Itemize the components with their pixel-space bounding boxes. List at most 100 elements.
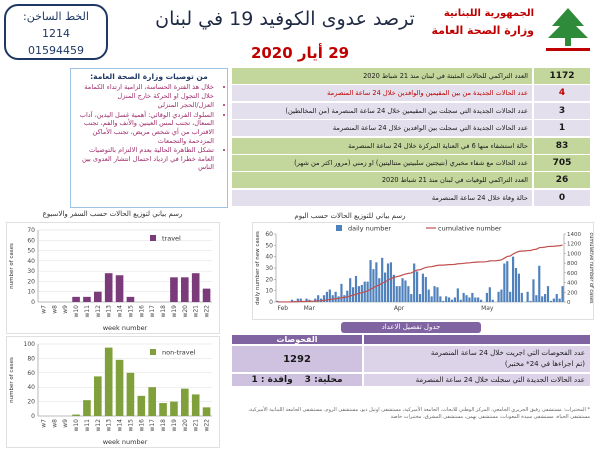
bar	[314, 298, 317, 302]
bar	[290, 299, 294, 302]
bar	[104, 347, 113, 416]
stats-value: 26	[534, 172, 590, 189]
x-tick-label: May	[481, 305, 494, 312]
y-tick-label: 70	[27, 227, 35, 234]
bar	[104, 273, 113, 302]
bar	[392, 274, 395, 302]
x-tick-label: w14	[117, 419, 124, 432]
bar	[544, 294, 547, 302]
stats-label: عدد الحالات الجديدة التي سجلت بين المقيم…	[232, 102, 532, 119]
page-date: 29 أيار 2020	[250, 44, 350, 62]
bar	[181, 277, 189, 302]
tests-label: عدد الحالات الجديدة التي سجلت خلال 24 سا…	[364, 374, 590, 386]
bar	[384, 272, 387, 302]
bar	[485, 292, 488, 302]
y2-tick-label: 800	[567, 261, 578, 267]
bar	[94, 291, 102, 302]
x-tick-label: w12	[95, 305, 102, 318]
bar	[334, 291, 337, 302]
local-count: محلية: 3	[304, 375, 343, 385]
stats-label: حالة وفاة خلال 24 ساعة المنصرمة	[232, 189, 532, 206]
legend-label: daily number	[348, 225, 391, 233]
x-tick-label: w9	[62, 419, 69, 428]
bar	[448, 297, 451, 302]
stats-row: 1172 العدد التراكمي للحالات المثبتة في لب…	[232, 68, 590, 84]
x-tick-label: w11	[84, 305, 91, 318]
bar	[381, 257, 384, 302]
x-tick-label: w19	[171, 305, 178, 318]
bar	[416, 271, 419, 302]
bar	[433, 286, 436, 302]
x-tick-label: w12	[95, 419, 102, 432]
bar	[538, 265, 541, 302]
recommendations-title: من توصيات وزارة الصحة العامة:	[90, 72, 208, 81]
ministry-line: وزارة الصحة العامة	[431, 24, 535, 37]
bar	[474, 297, 477, 302]
bar	[170, 277, 178, 302]
bar	[418, 294, 422, 302]
legend-swatch	[150, 349, 156, 355]
legend-swatch	[150, 235, 156, 241]
x-tick-label: w18	[160, 419, 167, 432]
x-tick-label: w11	[84, 419, 91, 432]
y2-tick-label: 1000	[567, 251, 581, 257]
stats-label: عدد الحالات الجديدة التي سجلت بين الوافد…	[232, 120, 532, 137]
x-tick-label: w10	[73, 419, 80, 432]
bar	[325, 291, 328, 302]
bar	[191, 394, 200, 416]
bar	[322, 295, 326, 302]
bar	[471, 292, 474, 302]
bar	[202, 407, 211, 416]
y-tick-label: 0	[269, 299, 273, 306]
stats-value: 1172	[534, 68, 590, 84]
chart: 0 10 20 30 40 50 60 70 w7 w8 w9 w10 w11 w12 w13 w14 w15 w…	[6, 222, 220, 334]
recommendations-box: من توصيات وزارة الصحة العامة: خلال هذ ال…	[70, 68, 228, 208]
x-tick-label: w17	[149, 419, 156, 432]
bar	[181, 388, 189, 416]
recommendation-item: خلال هذ الفترة الحساسة، الزامية ارتداء ا…	[75, 83, 214, 100]
y2-axis-label: cumulative number of cases	[588, 233, 594, 304]
hotline-number: 1214	[42, 27, 70, 40]
stats-row: 83 حالة استشفاء منها 6 في العناية المركزة…	[232, 137, 590, 154]
bar	[453, 297, 456, 302]
chart: 0 20 40 60 80 100 w7 w8 w9 w10 w11 w12 w13 w14 w15 w16 w…	[6, 336, 220, 448]
y2-tick-label: 600	[567, 271, 578, 277]
x-tick-label: Feb	[277, 305, 288, 312]
bar	[372, 269, 375, 302]
stats-value: 4	[534, 85, 590, 102]
bar	[424, 277, 427, 302]
tests-label-text: عدد الفحوصات التي اجريت خلال 24 ساعة الم…	[430, 349, 585, 357]
x-axis-label: week number	[103, 438, 148, 446]
bar	[410, 294, 413, 302]
bar	[115, 275, 124, 302]
bar	[413, 263, 416, 302]
bar	[148, 387, 156, 416]
legend-label: cumulative number	[438, 225, 502, 233]
bar	[430, 296, 433, 302]
y-tick-label: 0	[31, 299, 35, 306]
bar	[477, 297, 480, 302]
bar	[389, 262, 392, 302]
stats-value: 705	[534, 154, 590, 171]
y-axis-label: daily number of new cases	[255, 231, 261, 305]
y2-tick-label: 0	[567, 300, 571, 306]
y-tick-label: 20	[27, 278, 35, 285]
x-tick-label: w10	[73, 305, 80, 318]
stats-label: العدد التراكمي للوفيات في لبنان منذ 21 ش…	[232, 172, 532, 189]
footnote: * المختبرات: مستشفى رفيق الحريري الجامعي…	[248, 407, 590, 420]
bar	[83, 400, 91, 416]
x-tick-label: w15	[127, 419, 134, 432]
x-tick-label: w13	[106, 305, 113, 318]
bar	[83, 296, 91, 302]
y2-tick-label: 1200	[567, 242, 581, 248]
bar	[465, 295, 468, 302]
bar	[500, 289, 503, 302]
y-axis-label: number of cases	[9, 357, 15, 403]
y-tick-label: 50	[265, 242, 273, 249]
stats-label: عدد الحالات الجديدة من بين المقيمين والو…	[232, 85, 532, 102]
x-tick-label: w20	[182, 419, 189, 432]
x-tick-label: w8	[51, 419, 58, 428]
x-tick-label: w21	[193, 419, 200, 432]
bar	[340, 283, 343, 302]
x-tick-label: w13	[106, 419, 113, 432]
